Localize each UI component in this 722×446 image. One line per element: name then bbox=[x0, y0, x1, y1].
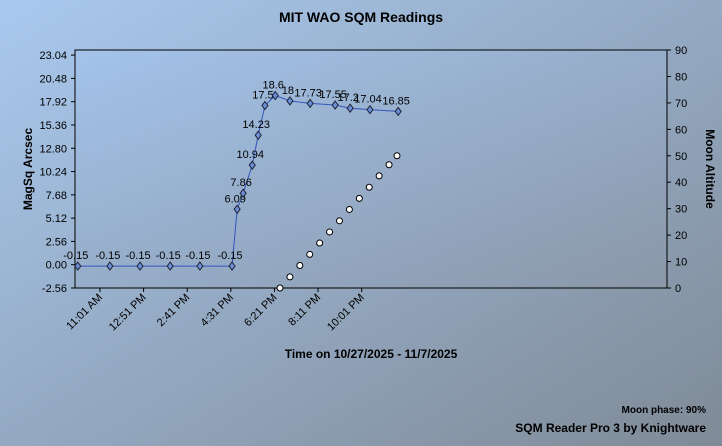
moon-point bbox=[306, 250, 314, 258]
data-label: -0.15 bbox=[156, 250, 181, 262]
x-axis-label: Time on 10/27/2025 - 11/7/2025 bbox=[285, 347, 458, 361]
y-tick-label: 23.04 bbox=[39, 50, 67, 62]
sqm-point bbox=[331, 100, 339, 110]
moon-point bbox=[393, 152, 401, 160]
moon-point bbox=[286, 273, 294, 281]
data-label: 17.04 bbox=[354, 94, 382, 106]
sqm-point bbox=[286, 96, 294, 106]
sqm-point bbox=[271, 90, 279, 101]
y2-tick-label: 30 bbox=[675, 204, 687, 216]
data-label: 18.6 bbox=[263, 79, 284, 91]
y2-tick-label: 10 bbox=[675, 257, 687, 269]
data-label: -0.15 bbox=[217, 250, 242, 262]
y2-tick-label: 80 bbox=[675, 71, 687, 83]
sqm-point bbox=[248, 160, 256, 171]
data-label: -0.15 bbox=[95, 250, 120, 262]
y-tick-label: 5.12 bbox=[46, 213, 67, 225]
y2-tick-label: 50 bbox=[675, 151, 687, 163]
y-tick-label: 2.56 bbox=[46, 236, 67, 248]
sqm-point bbox=[261, 100, 269, 111]
y-tick-label: 17.92 bbox=[39, 97, 67, 109]
plot-area bbox=[74, 49, 668, 289]
y2-tick-label: 90 bbox=[675, 45, 687, 57]
data-label: 16.85 bbox=[382, 95, 410, 107]
y2-tick-label: 40 bbox=[675, 177, 687, 189]
moon-point bbox=[375, 172, 383, 180]
y-axis-label: MagSq Arcsec bbox=[21, 128, 35, 211]
data-label: 17.2 bbox=[337, 92, 358, 104]
sqm-point bbox=[306, 98, 314, 109]
moon-point bbox=[335, 217, 343, 225]
y2-axis-label: Moon Altitude bbox=[703, 129, 717, 209]
moon-phase: Moon phase: 90% bbox=[622, 405, 707, 416]
sqm-point bbox=[233, 204, 241, 215]
sqm-point bbox=[136, 261, 144, 271]
moon-point bbox=[385, 161, 393, 169]
data-label: -0.15 bbox=[63, 250, 88, 262]
sqm-point bbox=[239, 188, 247, 199]
data-label: 6.09 bbox=[224, 193, 245, 205]
moon-point bbox=[365, 183, 373, 191]
data-label: -0.15 bbox=[125, 250, 150, 262]
data-label: -0.15 bbox=[185, 250, 210, 262]
sqm-point bbox=[254, 130, 262, 141]
y2-tick-label: 20 bbox=[675, 230, 687, 242]
sqm-point bbox=[106, 261, 114, 271]
moon-point bbox=[355, 194, 363, 202]
data-label: 17.55 bbox=[319, 89, 347, 101]
y-tick-label: 12.80 bbox=[39, 143, 67, 155]
y-tick-label: 7.68 bbox=[46, 190, 67, 202]
moon-point bbox=[296, 262, 304, 270]
moon-point bbox=[316, 239, 324, 247]
moon-point bbox=[326, 228, 334, 236]
data-label: 17.5 bbox=[252, 89, 273, 101]
data-label: 14.23 bbox=[242, 119, 270, 131]
y-tick-label: 15.36 bbox=[39, 120, 67, 132]
y2-tick-label: 60 bbox=[675, 124, 687, 136]
y2-tick-label: 70 bbox=[675, 98, 687, 110]
data-label: 10.94 bbox=[236, 149, 264, 161]
moon-point bbox=[276, 284, 284, 292]
sqm-point bbox=[196, 261, 204, 271]
moon-point bbox=[345, 205, 353, 213]
data-label: 17.73 bbox=[294, 87, 322, 99]
y-tick-label: 20.48 bbox=[39, 73, 67, 85]
data-label: 7.86 bbox=[230, 177, 251, 189]
sqm-point bbox=[394, 106, 402, 117]
y2-tick-label: 0 bbox=[675, 283, 681, 295]
sqm-point bbox=[346, 103, 354, 114]
credit: SQM Reader Pro 3 by Knightware bbox=[515, 421, 706, 435]
chart-title: MIT WAO SQM Readings bbox=[279, 9, 443, 25]
sqm-point bbox=[74, 261, 82, 271]
y-tick-label: 10.24 bbox=[39, 167, 67, 179]
sqm-point bbox=[366, 104, 374, 115]
y-tick-label: 0.00 bbox=[46, 260, 67, 272]
y-tick-label: -2.56 bbox=[42, 283, 67, 295]
data-label: 18 bbox=[282, 85, 294, 97]
sqm-point bbox=[228, 261, 236, 271]
sqm-point bbox=[166, 261, 174, 271]
